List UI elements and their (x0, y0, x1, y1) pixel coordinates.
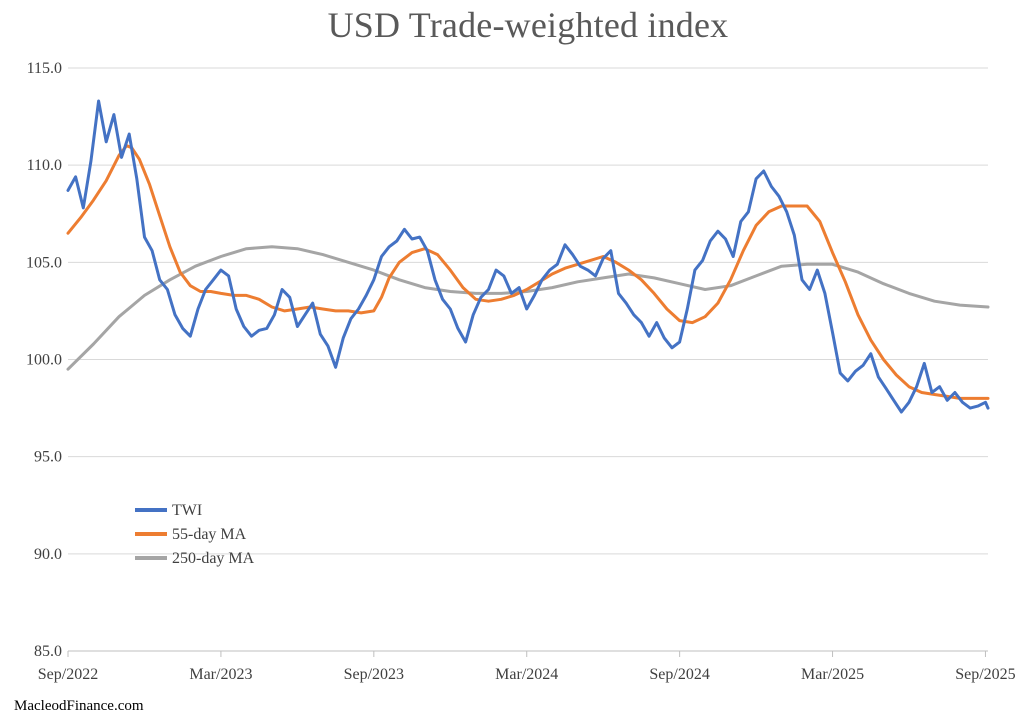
x-tick-label: Sep/2022 (38, 666, 98, 683)
legend-label: 55-day MA (172, 526, 247, 543)
series-line-55-day-ma (66, 144, 990, 400)
series-line-250-day-ma (66, 245, 990, 371)
y-tick-label: 90.0 (34, 546, 62, 563)
x-tick-label: Sep/2023 (344, 666, 404, 683)
x-tick-label: Mar/2023 (189, 666, 252, 683)
legend-label: 250-day MA (172, 550, 255, 567)
y-tick-label: 105.0 (26, 254, 62, 271)
series-lines (66, 99, 990, 414)
y-tick-label: 95.0 (34, 449, 62, 466)
series-line-twi (66, 99, 990, 414)
x-tick-label: Sep/2025 (955, 666, 1015, 683)
y-tick-label: 115.0 (27, 60, 62, 77)
grid-lines (68, 67, 988, 555)
y-tick-label: 100.0 (26, 352, 62, 369)
legend-label: TWI (172, 502, 202, 519)
x-axis: Sep/2022 Mar/2023 Sep/2023 Mar/2024 Sep/2024… (38, 650, 1016, 683)
y-tick-label: 110.0 (27, 157, 62, 174)
y-axis-ticks: 85.0 90.0 95.0 100.0 105.0 110.0 115.0 (26, 60, 62, 660)
x-tick-label: Mar/2024 (495, 666, 558, 683)
x-tick-label: Mar/2025 (801, 666, 864, 683)
chart-title: USD Trade-weighted index (327, 5, 729, 45)
source-credit: MacleodFinance.com (14, 698, 144, 714)
legend: TWI 55-day MA 250-day MA (135, 502, 255, 567)
y-tick-label: 85.0 (34, 643, 62, 660)
x-tick-label: Sep/2024 (649, 666, 709, 683)
